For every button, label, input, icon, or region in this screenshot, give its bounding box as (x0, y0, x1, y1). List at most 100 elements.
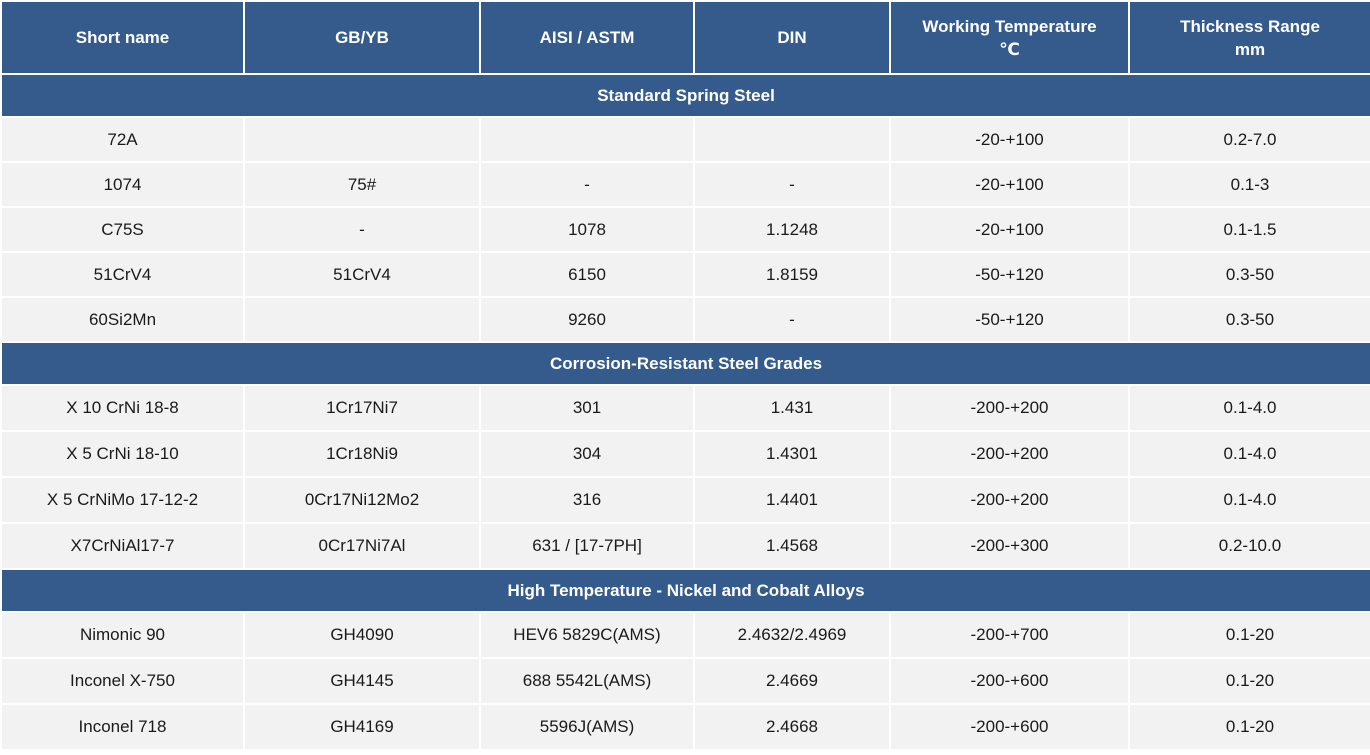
table-cell: 0.1-4.0 (1128, 476, 1370, 524)
section-header-row: Standard Spring Steel (0, 73, 1370, 118)
table-cell: 316 (479, 476, 695, 524)
table-cell: -200-+200 (889, 476, 1130, 524)
table-cell: - (243, 206, 481, 253)
table-cell: 0.2-7.0 (1128, 116, 1370, 163)
table-cell: GH4145 (243, 657, 481, 705)
table-cell: 1.4301 (693, 430, 891, 478)
table-cell: - (479, 161, 695, 208)
table-row: Nimonic 90 GH4090 HEV6 5829C(AMS) 2.4632/2.… (0, 611, 1370, 659)
table-cell: 0Cr17Ni12Mo2 (243, 476, 481, 524)
table-cell: HEV6 5829C(AMS) (479, 611, 695, 659)
table-cell (693, 116, 891, 163)
table-cell: C75S (0, 206, 245, 253)
section-title: Corrosion-Resistant Steel Grades (0, 341, 1370, 386)
table-cell (243, 296, 481, 343)
table-cell: 1.431 (693, 384, 891, 432)
table-cell: 0Cr17Ni7Al (243, 522, 481, 570)
table-cell: 1.1248 (693, 206, 891, 253)
table-cell: -200-+300 (889, 522, 1130, 570)
table-cell: 1Cr18Ni9 (243, 430, 481, 478)
table-cell: 1078 (479, 206, 695, 253)
table-cell (243, 116, 481, 163)
table-cell: -200-+700 (889, 611, 1130, 659)
table-row: Inconel 718 GH4169 5596J(AMS) 2.4668 -200-+6… (0, 703, 1370, 751)
table-cell: -20-+100 (889, 116, 1130, 163)
column-header-thickness-range: Thickness Range mm (1128, 0, 1370, 75)
table-cell: X 5 CrNi 18-10 (0, 430, 245, 478)
table-cell: 0.1-20 (1128, 657, 1370, 705)
table-cell: 631 / [17-7PH] (479, 522, 695, 570)
table-cell: 0.1-1.5 (1128, 206, 1370, 253)
column-header-gb-yb: GB/YB (243, 0, 481, 75)
table-row: 1074 75# - - -20-+100 0.1-3 (0, 161, 1370, 208)
table-cell: X 10 CrNi 18-8 (0, 384, 245, 432)
table-cell: 60Si2Mn (0, 296, 245, 343)
table-row: 72A -20-+100 0.2-7.0 (0, 116, 1370, 163)
table-cell: 0.1-3 (1128, 161, 1370, 208)
table-cell: -50-+120 (889, 296, 1130, 343)
table-cell: 688 5542L(AMS) (479, 657, 695, 705)
table-cell: Inconel 718 (0, 703, 245, 751)
table-cell: 72A (0, 116, 245, 163)
table-cell: X7CrNiAl17-7 (0, 522, 245, 570)
column-header-short-name: Short name (0, 0, 245, 75)
table-cell: 0.2-10.0 (1128, 522, 1370, 570)
table-cell (479, 116, 695, 163)
table-cell: -200-+600 (889, 657, 1130, 705)
table-cell: 1074 (0, 161, 245, 208)
header-row: Short name GB/YB AISI / ASTM DIN Working… (0, 0, 1370, 75)
table-cell: 2.4669 (693, 657, 891, 705)
table-row: C75S -1078 1.1248 -20-+100 0.1-1.5 (0, 206, 1370, 253)
table-cell: - (693, 161, 891, 208)
table-cell: 0.3-50 (1128, 251, 1370, 298)
table-cell: 301 (479, 384, 695, 432)
table-cell: X 5 CrNiMo 17-12-2 (0, 476, 245, 524)
section-header-row: High Temperature - Nickel and Cobalt All… (0, 568, 1370, 613)
working-temperature-label: Working Temperature (922, 16, 1097, 36)
table-cell: 51CrV4 (0, 251, 245, 298)
thickness-range-unit: mm (1234, 39, 1266, 59)
table-cell: Inconel X-750 (0, 657, 245, 705)
table-body: Standard Spring Steel 72A -20-+100 0.2-7.0 1… (0, 73, 1370, 751)
table-cell: GH4090 (243, 611, 481, 659)
table-cell: 1.4568 (693, 522, 891, 570)
table-row: 60Si2Mn 9260- -50-+120 0.3-50 (0, 296, 1370, 343)
working-temperature-unit: ℃ (999, 39, 1020, 59)
section-title: High Temperature - Nickel and Cobalt All… (0, 568, 1370, 613)
table-cell: 5596J(AMS) (479, 703, 695, 751)
table-cell: 75# (243, 161, 481, 208)
table-cell: Nimonic 90 (0, 611, 245, 659)
table-cell: 0.1-20 (1128, 611, 1370, 659)
table-cell: 0.1-4.0 (1128, 430, 1370, 478)
table-cell: 304 (479, 430, 695, 478)
table-cell: 2.4668 (693, 703, 891, 751)
column-header-din: DIN (693, 0, 891, 75)
table-cell: 0.3-50 (1128, 296, 1370, 343)
table-cell: GH4169 (243, 703, 481, 751)
column-header-working-temperature: Working Temperature ℃ (889, 0, 1130, 75)
table-cell: -200-+200 (889, 430, 1130, 478)
table-cell: -20-+100 (889, 161, 1130, 208)
table-cell: 1.4401 (693, 476, 891, 524)
table-cell: 9260 (479, 296, 695, 343)
table-cell: -200-+600 (889, 703, 1130, 751)
table-row: 51CrV4 51CrV4 6150 1.8159 -50-+120 0.3-50 (0, 251, 1370, 298)
thickness-range-label: Thickness Range (1180, 16, 1320, 36)
column-header-aisi-astm: AISI / ASTM (479, 0, 695, 75)
table-cell: 0.1-20 (1128, 703, 1370, 751)
table-cell: 2.4632/2.4969 (693, 611, 891, 659)
table-row: Inconel X-750 GH4145 688 5542L(AMS) 2.4669-… (0, 657, 1370, 705)
table-cell: 1.8159 (693, 251, 891, 298)
table-row: X 5 CrNi 18-10 1Cr18Ni9 304 1.4301 -200-+200… (0, 430, 1370, 478)
section-title: Standard Spring Steel (0, 73, 1370, 118)
table-cell: 1Cr17Ni7 (243, 384, 481, 432)
table-row: X 10 CrNi 18-8 1Cr17Ni7 301 1.431 -200-+200 0… (0, 384, 1370, 432)
table-cell: - (693, 296, 891, 343)
table-cell: 6150 (479, 251, 695, 298)
table-cell: -20-+100 (889, 206, 1130, 253)
table-row: X7CrNiAl17-7 0Cr17Ni7Al 631 / [17-7PH] 1.45… (0, 522, 1370, 570)
table-cell: -200-+200 (889, 384, 1130, 432)
table-cell: 51CrV4 (243, 251, 481, 298)
table-row: X 5 CrNiMo 17-12-2 0Cr17Ni12Mo2 316 1.4401-… (0, 476, 1370, 524)
